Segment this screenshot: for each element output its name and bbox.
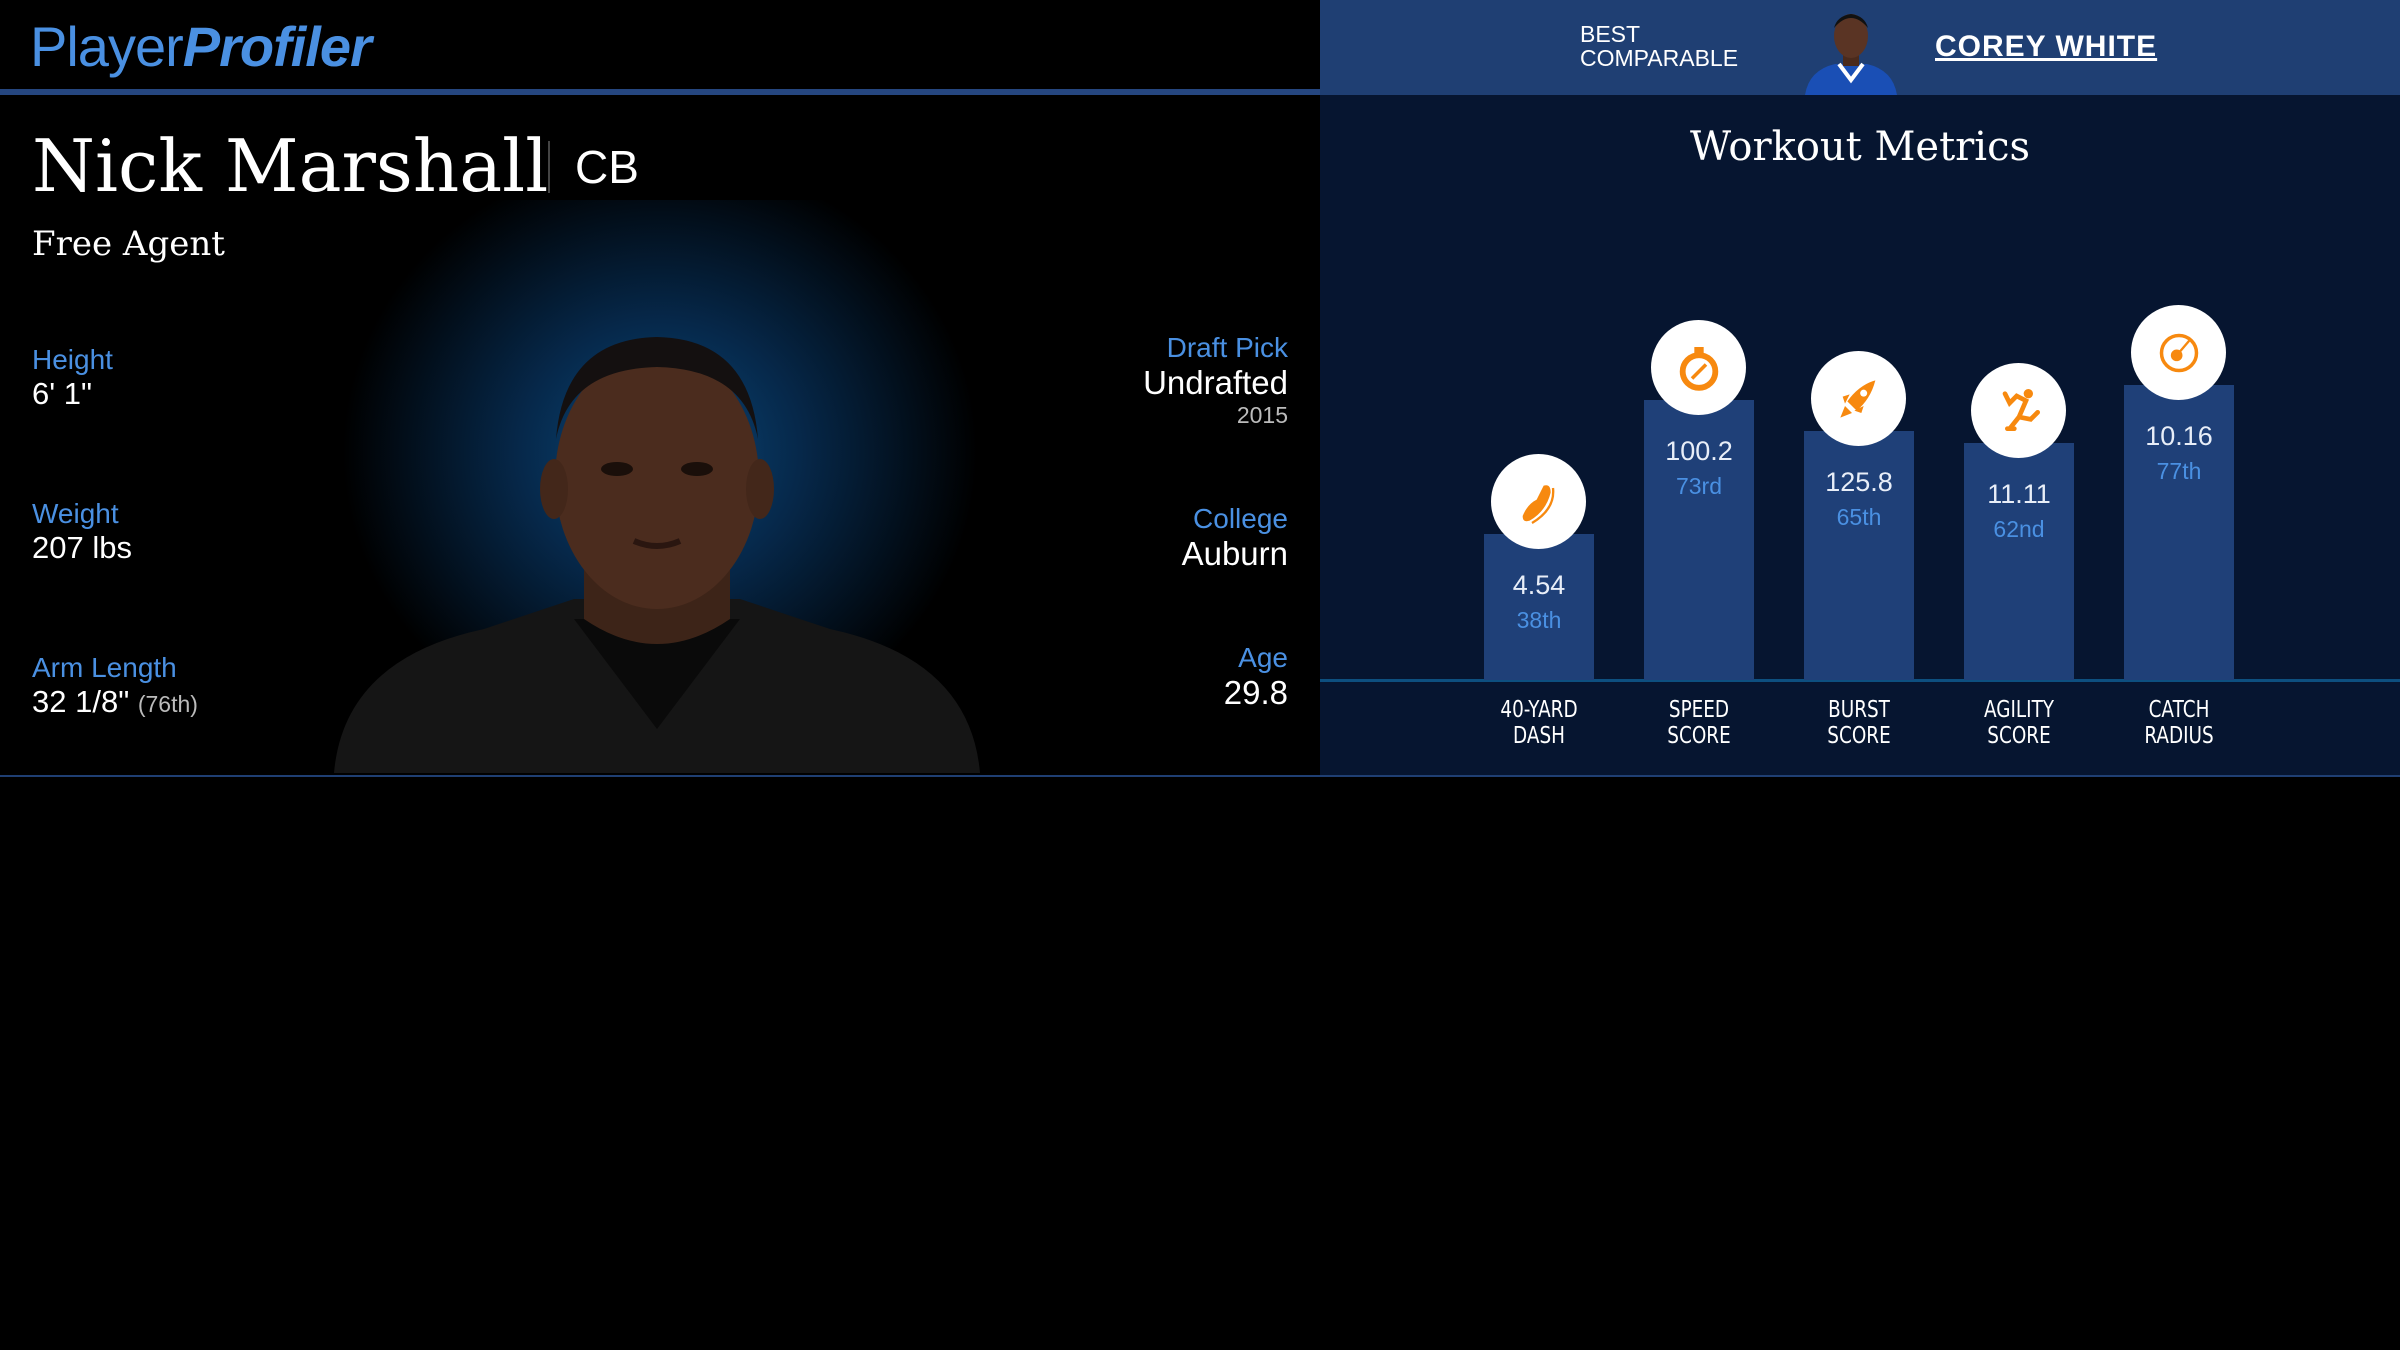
- metric-percentile: 38th: [1516, 607, 1562, 634]
- workout-title: Workout Metrics: [1689, 124, 2031, 170]
- metric-label: CATCH RADIUS: [2115, 697, 2243, 749]
- metric-icon-badge: [1651, 320, 1746, 416]
- metric-label-line2: RADIUS: [2144, 723, 2214, 749]
- stat-draft-pick: Draft Pick Undrafted 2015: [1143, 332, 1288, 429]
- metric-label-line2: SCORE: [1987, 723, 2051, 749]
- logo-light: Player: [30, 15, 184, 78]
- stat-percentile: (76th): [137, 691, 198, 717]
- name-divider: [548, 141, 550, 193]
- target-icon: [2159, 333, 2198, 372]
- stopwatch-icon: [1679, 346, 1718, 391]
- runner-icon: [2002, 389, 2040, 432]
- metric-value: 4.54: [1512, 570, 1566, 601]
- player-name: Nick Marshall: [32, 124, 549, 208]
- chart-baseline: [1320, 679, 2400, 682]
- metric-label-line1: CATCH: [2148, 697, 2210, 723]
- metric-label: BURST SCORE: [1795, 697, 1923, 749]
- metric-bar: 100.2 73rd: [1644, 400, 1754, 680]
- stat-value: Auburn: [1181, 535, 1288, 572]
- stat-value: 207 lbs: [32, 530, 132, 565]
- stat-value: Undrafted: [1143, 364, 1288, 401]
- stat-label: Arm Length: [32, 652, 177, 683]
- comparable-player-photo: [1805, 14, 1897, 95]
- logo[interactable]: PlayerProfiler: [30, 14, 372, 79]
- best-label-line2: COMPARABLE: [1580, 45, 1739, 71]
- metric-bar: 4.54 38th: [1484, 534, 1594, 680]
- best-comparable-link[interactable]: COREY WHITE: [1935, 30, 2158, 63]
- stat-year: 2015: [1236, 402, 1288, 428]
- stat-value: 32 1/8": [32, 684, 130, 719]
- metric-label-line1: BURST: [1828, 697, 1890, 723]
- best-label-line1: BEST: [1580, 21, 1641, 47]
- metric-label-line1: 40-YARD: [1500, 697, 1578, 723]
- stat-label: Weight: [32, 498, 119, 529]
- stat-height: Height 6' 1": [32, 344, 113, 412]
- shoe-icon: [1522, 485, 1554, 524]
- metric-value: 125.8: [1825, 467, 1893, 498]
- stat-label: Draft Pick: [1166, 332, 1288, 363]
- metric-value: 11.11: [1987, 478, 2051, 509]
- metric-label-line1: SPEED: [1668, 697, 1730, 723]
- metric-icon-badge: [1971, 362, 2066, 458]
- stat-arm-length: Arm Length 32 1/8" (76th): [32, 652, 198, 720]
- metric-bar: 10.16 77th: [2124, 385, 2234, 680]
- player-position: CB: [575, 141, 639, 193]
- header-bar: [0, 0, 1320, 89]
- metric-label-line2: SCORE: [1667, 723, 1731, 749]
- metric-icon-badge: [1811, 351, 1906, 447]
- metric-label-line1: AGILITY: [1983, 697, 2055, 723]
- metric-value: 100.2: [1665, 436, 1733, 467]
- stat-weight: Weight 207 lbs: [32, 498, 132, 566]
- header-divider: [0, 89, 1320, 95]
- metric-label: AGILITY SCORE: [1955, 697, 2083, 749]
- stat-label: College: [1193, 503, 1288, 534]
- metric-value: 10.16: [2145, 421, 2213, 452]
- metric-icon-badge: [2131, 305, 2226, 401]
- logo-bold: Profiler: [182, 15, 372, 78]
- best-comparable-label: BEST COMPARABLE: [1580, 22, 1738, 70]
- stat-value: 6' 1": [32, 376, 93, 411]
- stat-label: Height: [32, 344, 113, 375]
- stat-value: 29.8: [1223, 674, 1288, 711]
- rocket-icon: [1839, 379, 1875, 418]
- metric-percentile: 62nd: [1993, 515, 2045, 542]
- metric-bar: 11.11 62nd: [1964, 442, 2074, 680]
- metric-label-line2: DASH: [1513, 723, 1565, 749]
- metric-percentile: 73rd: [1675, 473, 1723, 500]
- metric-percentile: 65th: [1836, 504, 1882, 531]
- metric-label: 40-YARD DASH: [1475, 697, 1603, 749]
- stat-age: Age 29.8: [1224, 642, 1288, 712]
- player-photo: [334, 337, 980, 773]
- stat-label: Age: [1238, 642, 1288, 673]
- metric-label: SPEED SCORE: [1635, 697, 1763, 749]
- player-team: Free Agent: [32, 224, 225, 264]
- metric-icon-badge: [1491, 454, 1586, 550]
- metric-bar: 125.8 65th: [1804, 431, 1914, 680]
- metric-label-line2: SCORE: [1827, 723, 1891, 749]
- metric-percentile: 77th: [2156, 458, 2202, 485]
- stat-college: College Auburn: [1182, 503, 1288, 573]
- bottom-divider: [0, 775, 2400, 777]
